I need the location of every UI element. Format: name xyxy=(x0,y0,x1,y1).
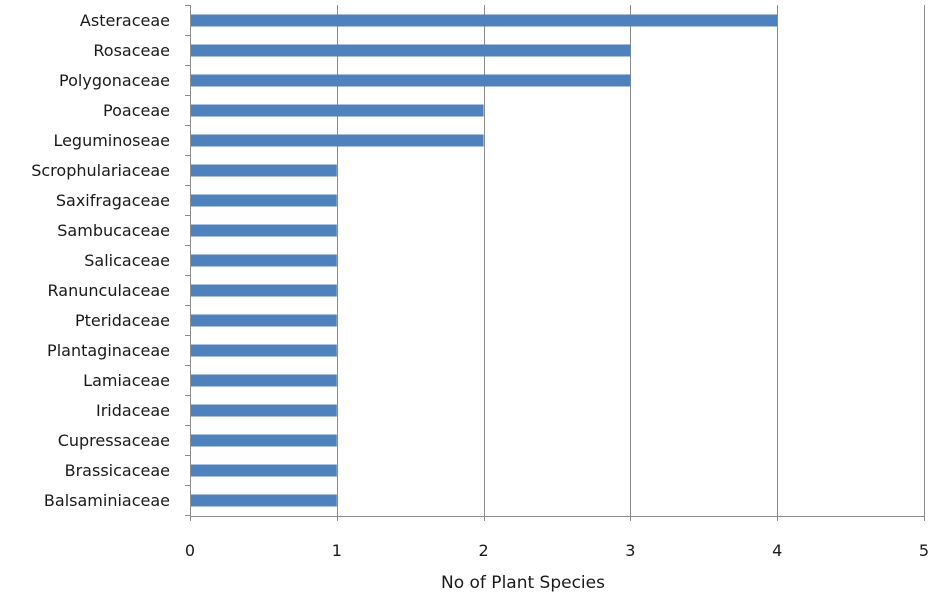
x-tick-label: 5 xyxy=(919,541,929,560)
bar xyxy=(191,134,484,147)
category-label: Ranunculaceae xyxy=(48,281,170,300)
x-axis-title: No of Plant Species xyxy=(441,573,605,593)
bar xyxy=(191,404,337,417)
category-label: Rosaceae xyxy=(93,41,170,60)
x-tick-labels: 0 1 2 3 4 5 xyxy=(185,541,929,560)
category-label: Salicaceae xyxy=(84,251,170,270)
bar xyxy=(191,44,631,57)
x-tick-label: 0 xyxy=(185,541,195,560)
bar xyxy=(191,434,337,447)
bar xyxy=(191,494,337,507)
category-label: Pteridaceae xyxy=(75,311,170,330)
category-label: Balsaminiaceae xyxy=(44,491,170,510)
category-label: Plantaginaceae xyxy=(47,341,170,360)
category-label: Leguminoseae xyxy=(53,131,170,150)
bar xyxy=(191,74,631,87)
axes xyxy=(185,5,925,521)
category-labels: Asteraceae Rosaceae Polygonaceae Poaceae Leg… xyxy=(31,11,170,510)
category-label: Saxifragaceae xyxy=(56,191,170,210)
category-label: Poaceae xyxy=(103,101,170,120)
category-label: Cupressaceae xyxy=(58,431,170,450)
x-tick-label: 4 xyxy=(772,541,782,560)
bars xyxy=(191,14,778,507)
bar xyxy=(191,224,337,237)
x-tick-label: 2 xyxy=(479,541,489,560)
bar xyxy=(191,194,337,207)
bar xyxy=(191,284,337,297)
bar xyxy=(191,464,337,477)
bar xyxy=(191,104,484,117)
bar xyxy=(191,344,337,357)
bar xyxy=(191,164,337,177)
bar xyxy=(191,14,778,27)
bar xyxy=(191,254,337,267)
category-label: Sambucaceae xyxy=(57,221,170,240)
gridlines xyxy=(337,5,925,516)
category-label: Asteraceae xyxy=(80,11,170,30)
category-label: Lamiaceae xyxy=(83,371,170,390)
category-label: Scrophulariaceae xyxy=(31,161,170,180)
bar xyxy=(191,374,337,387)
x-tick-label: 1 xyxy=(332,541,342,560)
x-tick-label: 3 xyxy=(625,541,635,560)
category-label: Polygonaceae xyxy=(59,71,170,90)
category-label: Iridaceae xyxy=(96,401,170,420)
category-label: Brassicaceae xyxy=(65,461,170,480)
bar xyxy=(191,314,337,327)
